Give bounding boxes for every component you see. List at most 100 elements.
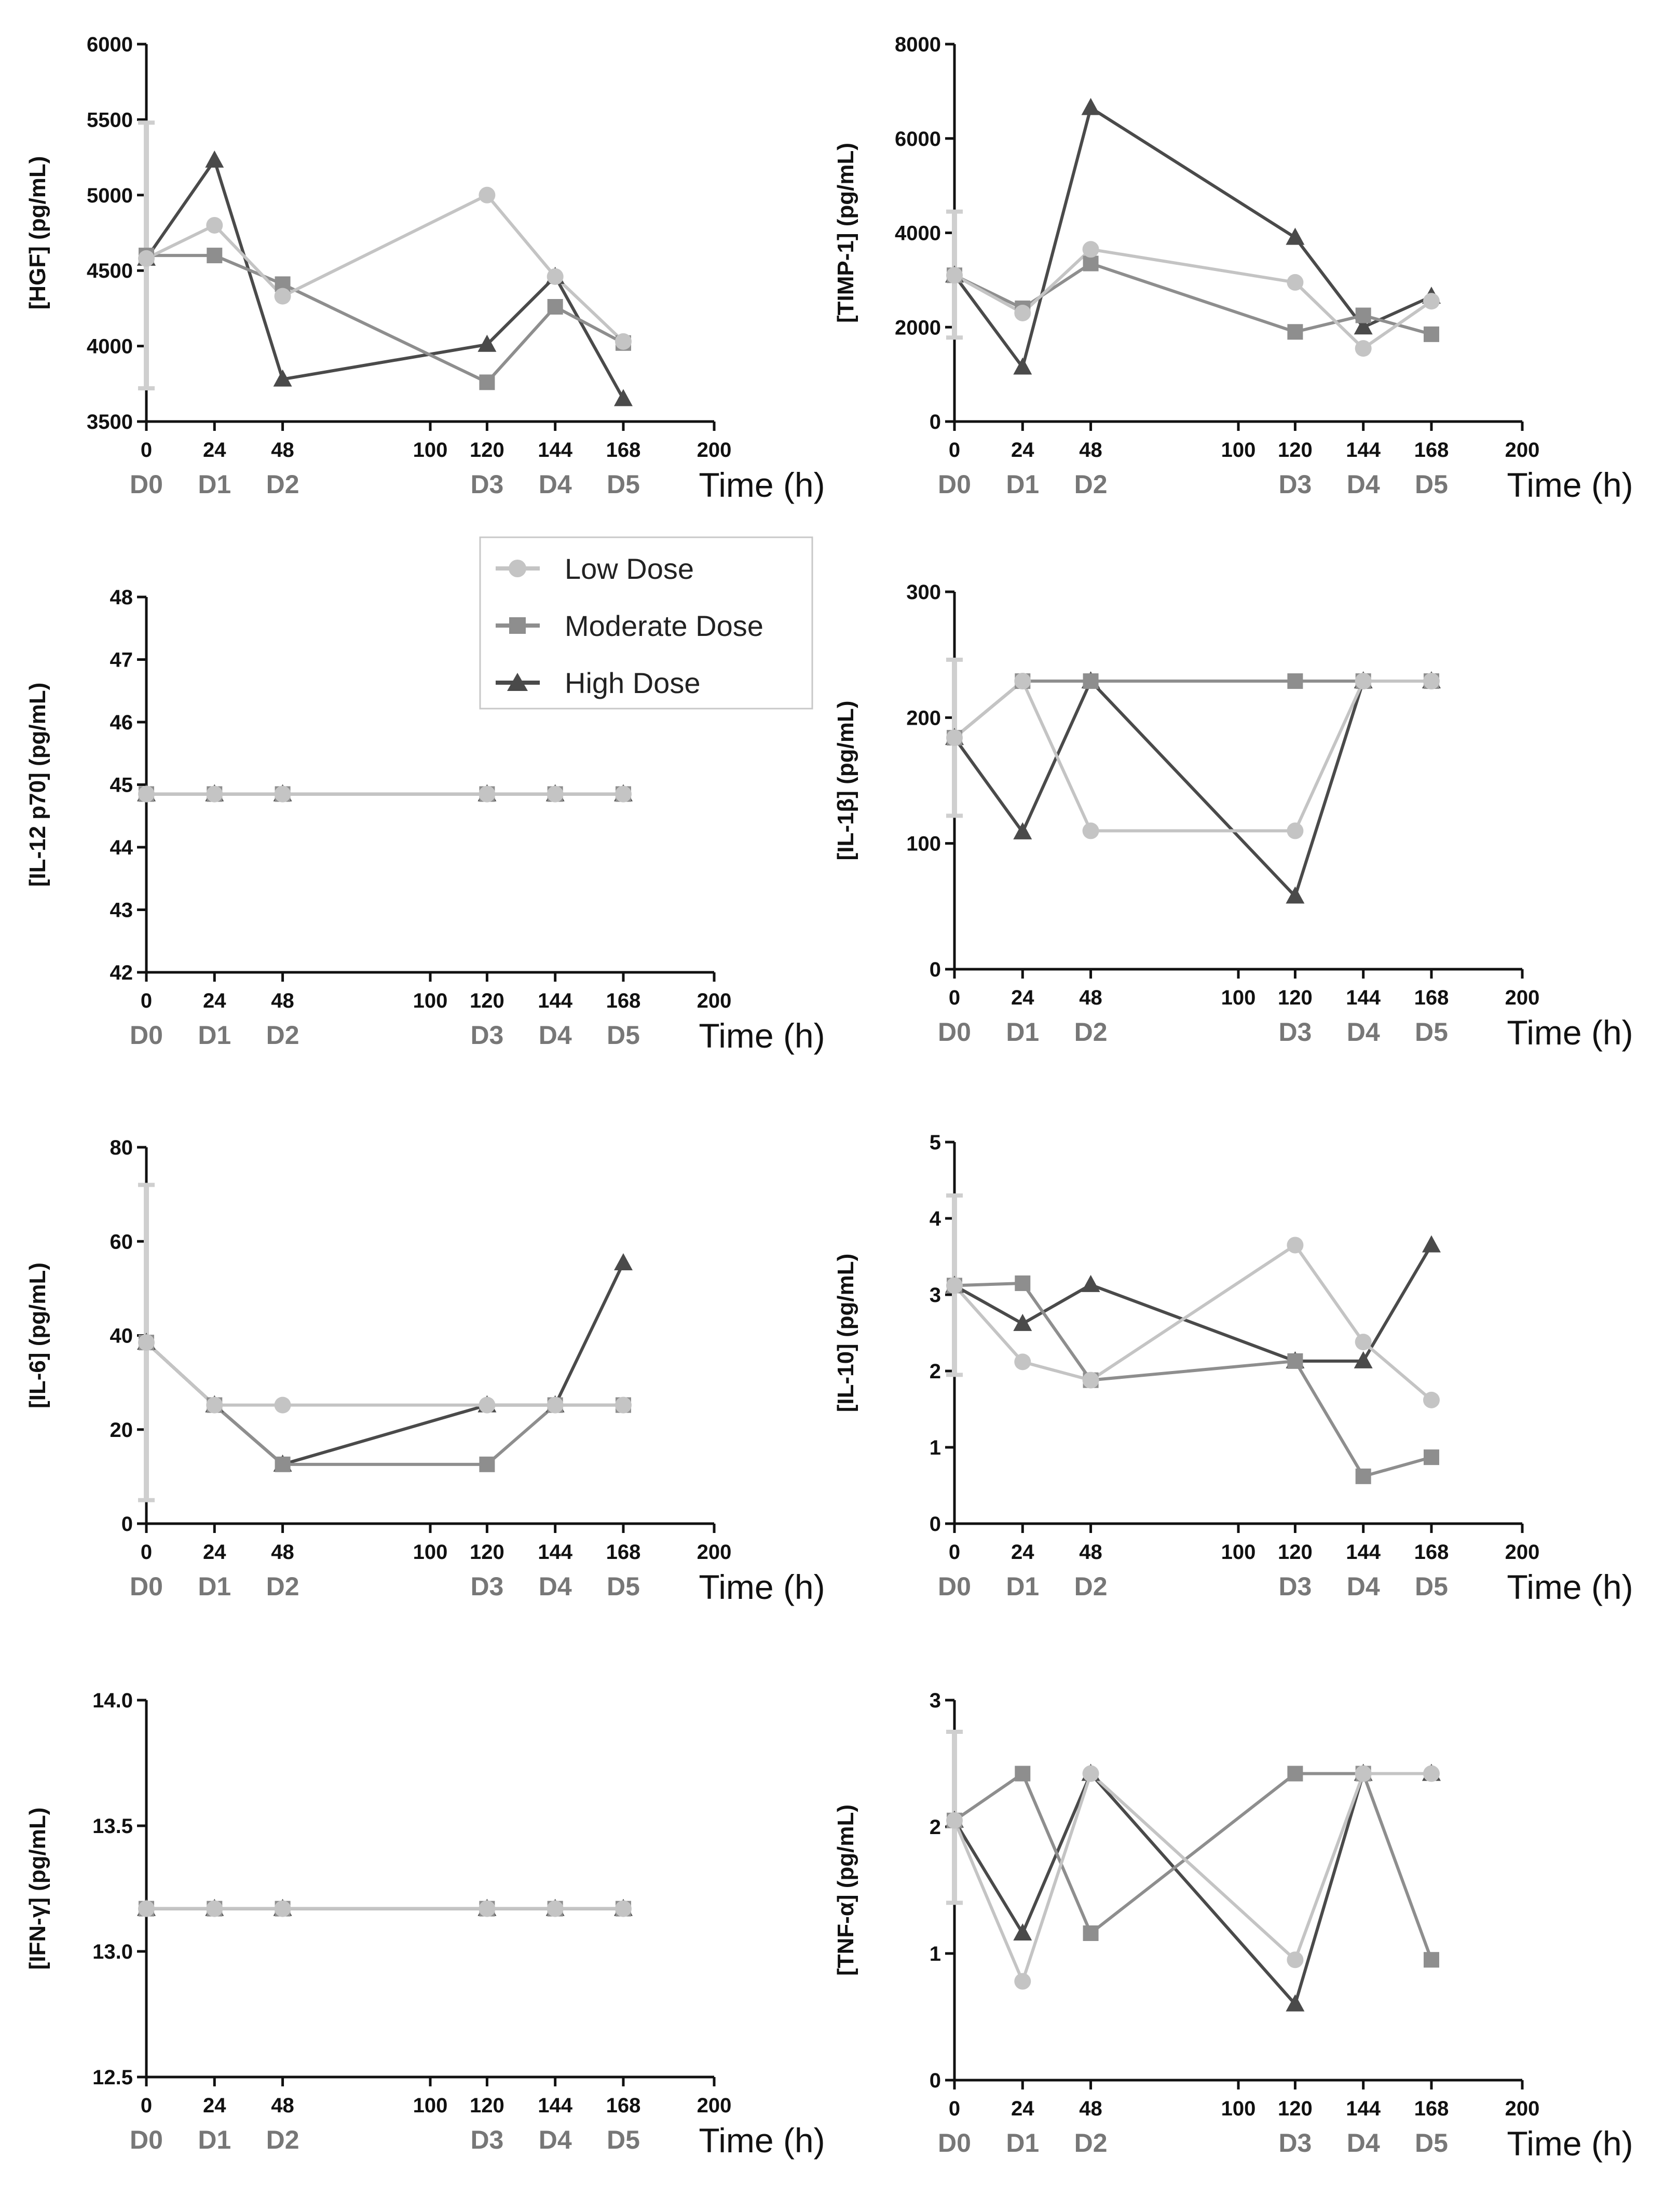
y-axis-title: [IL-1β] (pg/mL) [833, 701, 858, 861]
y-tick-label: 2 [930, 1360, 941, 1383]
day-label: D0 [130, 1572, 163, 1601]
chart-panel-7: 12.5 13.0 13.5 14.0 0 24 48 100 120 144 168 200 D0 D1… [25, 1689, 825, 2160]
day-label: D4 [539, 470, 572, 499]
y-tick-label: 2 [930, 1816, 941, 1839]
y-tick-label: 46 [110, 711, 133, 734]
x-axis-title: Time (h) [1507, 2124, 1633, 2163]
chart-panel-6: 0 1 2 3 4 5 0 24 48 100 120 144 168 200 D0 D1 D2 D3 D4 D5 Ti… [833, 1131, 1633, 1606]
x-tick-label: 144 [538, 2094, 572, 2117]
x-tick-label: 120 [470, 1541, 504, 1564]
x-tick-label: 200 [1505, 1541, 1540, 1564]
data-point-moderate [1083, 673, 1099, 689]
y-tick-label: 1 [930, 1943, 941, 1965]
data-point-low [479, 1396, 496, 1414]
y-tick-label: 4500 [87, 260, 133, 282]
data-point-low [615, 1396, 632, 1414]
data-point-low [547, 1900, 564, 1917]
y-tick-label: 20 [110, 1419, 133, 1442]
data-point-high [1081, 98, 1100, 115]
x-tick-label: 24 [203, 439, 226, 462]
data-point-low [1287, 1951, 1304, 1969]
data-point-high [477, 334, 497, 352]
x-tick-label: 200 [1505, 986, 1540, 1009]
y-tick-label: 3 [930, 1689, 941, 1712]
legend-box [479, 536, 813, 710]
y-tick-label: 100 [906, 833, 941, 856]
x-tick-label: 100 [413, 2094, 448, 2117]
data-point-high [1286, 227, 1305, 245]
day-label: D2 [266, 1021, 299, 1050]
day-label: D0 [938, 1572, 971, 1601]
x-tick-label: 48 [271, 989, 294, 1012]
x-tick-label: 0 [949, 439, 960, 462]
data-point-low [274, 785, 291, 803]
x-tick-label: 200 [697, 989, 732, 1012]
y-axis-title: [IL-10] (pg/mL) [833, 1254, 858, 1413]
data-point-low [1423, 1765, 1440, 1782]
x-tick-label: 100 [413, 439, 448, 462]
day-label: D1 [198, 470, 231, 499]
y-tick-label: 0 [930, 958, 941, 981]
data-point-high [1013, 357, 1032, 375]
legend-item-low: Low Dose [496, 552, 694, 585]
day-label: D3 [1278, 470, 1312, 499]
data-point-moderate [1287, 324, 1303, 340]
x-tick-label: 144 [538, 439, 572, 462]
x-tick-label: 0 [141, 1541, 152, 1564]
data-point-low [274, 288, 291, 305]
data-point-low [1082, 822, 1099, 839]
day-label: D3 [1278, 1017, 1312, 1047]
y-tick-label: 47 [110, 649, 133, 672]
x-tick-label: 120 [1278, 439, 1313, 462]
x-tick-label: 200 [1505, 439, 1540, 462]
day-label: D4 [1347, 470, 1380, 499]
data-point-high [1286, 886, 1305, 904]
x-tick-label: 100 [1221, 986, 1256, 1009]
day-label: D5 [1415, 2128, 1448, 2157]
day-label: D3 [470, 2125, 503, 2154]
x-tick-label: 168 [1414, 986, 1449, 1009]
data-point-low [615, 785, 632, 803]
x-tick-label: 100 [1221, 2097, 1256, 2120]
chart-panel-8: 0 1 2 3 0 24 48 100 120 144 168 200 D0 D1 D2 D3 D4 D5 Time… [833, 1689, 1633, 2163]
legend-item-high: High Dose [496, 667, 700, 699]
y-tick-label: 40 [110, 1325, 133, 1348]
day-label: D5 [1415, 470, 1448, 499]
y-tick-label: 48 [110, 586, 133, 609]
data-point-low [479, 186, 496, 203]
x-tick-label: 24 [203, 1541, 226, 1564]
data-point-low [1082, 241, 1099, 258]
day-label: D2 [1074, 470, 1108, 499]
series-line-high [953, 1244, 1433, 1363]
data-point-moderate [479, 1456, 495, 1472]
x-tick-label: 48 [1079, 1541, 1102, 1564]
data-point-moderate [479, 374, 495, 390]
series-line-high [953, 680, 1431, 898]
x-tick-label: 144 [538, 1541, 572, 1564]
legend-marker-circle [509, 560, 526, 577]
data-point-low [1355, 340, 1372, 357]
x-tick-label: 0 [141, 439, 152, 462]
day-label: D2 [266, 470, 299, 499]
x-axis-title: Time (h) [1507, 1568, 1633, 1606]
x-tick-label: 24 [1011, 2097, 1034, 2120]
y-tick-label: 200 [906, 707, 941, 729]
day-label: D5 [607, 1021, 640, 1050]
legend: Low Dose Moderate Dose High Dose [479, 536, 813, 710]
y-tick-label: 3500 [87, 411, 133, 433]
day-label: D0 [130, 1021, 163, 1050]
y-tick-label: 0 [930, 1513, 941, 1536]
x-tick-label: 200 [1505, 2097, 1540, 2120]
x-tick-label: 0 [949, 2097, 960, 2120]
series-line-high [953, 106, 1432, 369]
x-tick-label: 24 [1011, 1541, 1034, 1564]
data-point-moderate [1287, 1766, 1303, 1782]
series-line-moderate [954, 1281, 1432, 1478]
day-label: D1 [1006, 1017, 1039, 1047]
series-line-low [145, 193, 625, 343]
y-tick-label: 13.0 [92, 1940, 133, 1963]
day-label: D2 [266, 2125, 299, 2154]
data-point-high [1354, 317, 1373, 335]
y-tick-label: 0 [121, 1513, 133, 1536]
day-label: D5 [1415, 1017, 1448, 1047]
